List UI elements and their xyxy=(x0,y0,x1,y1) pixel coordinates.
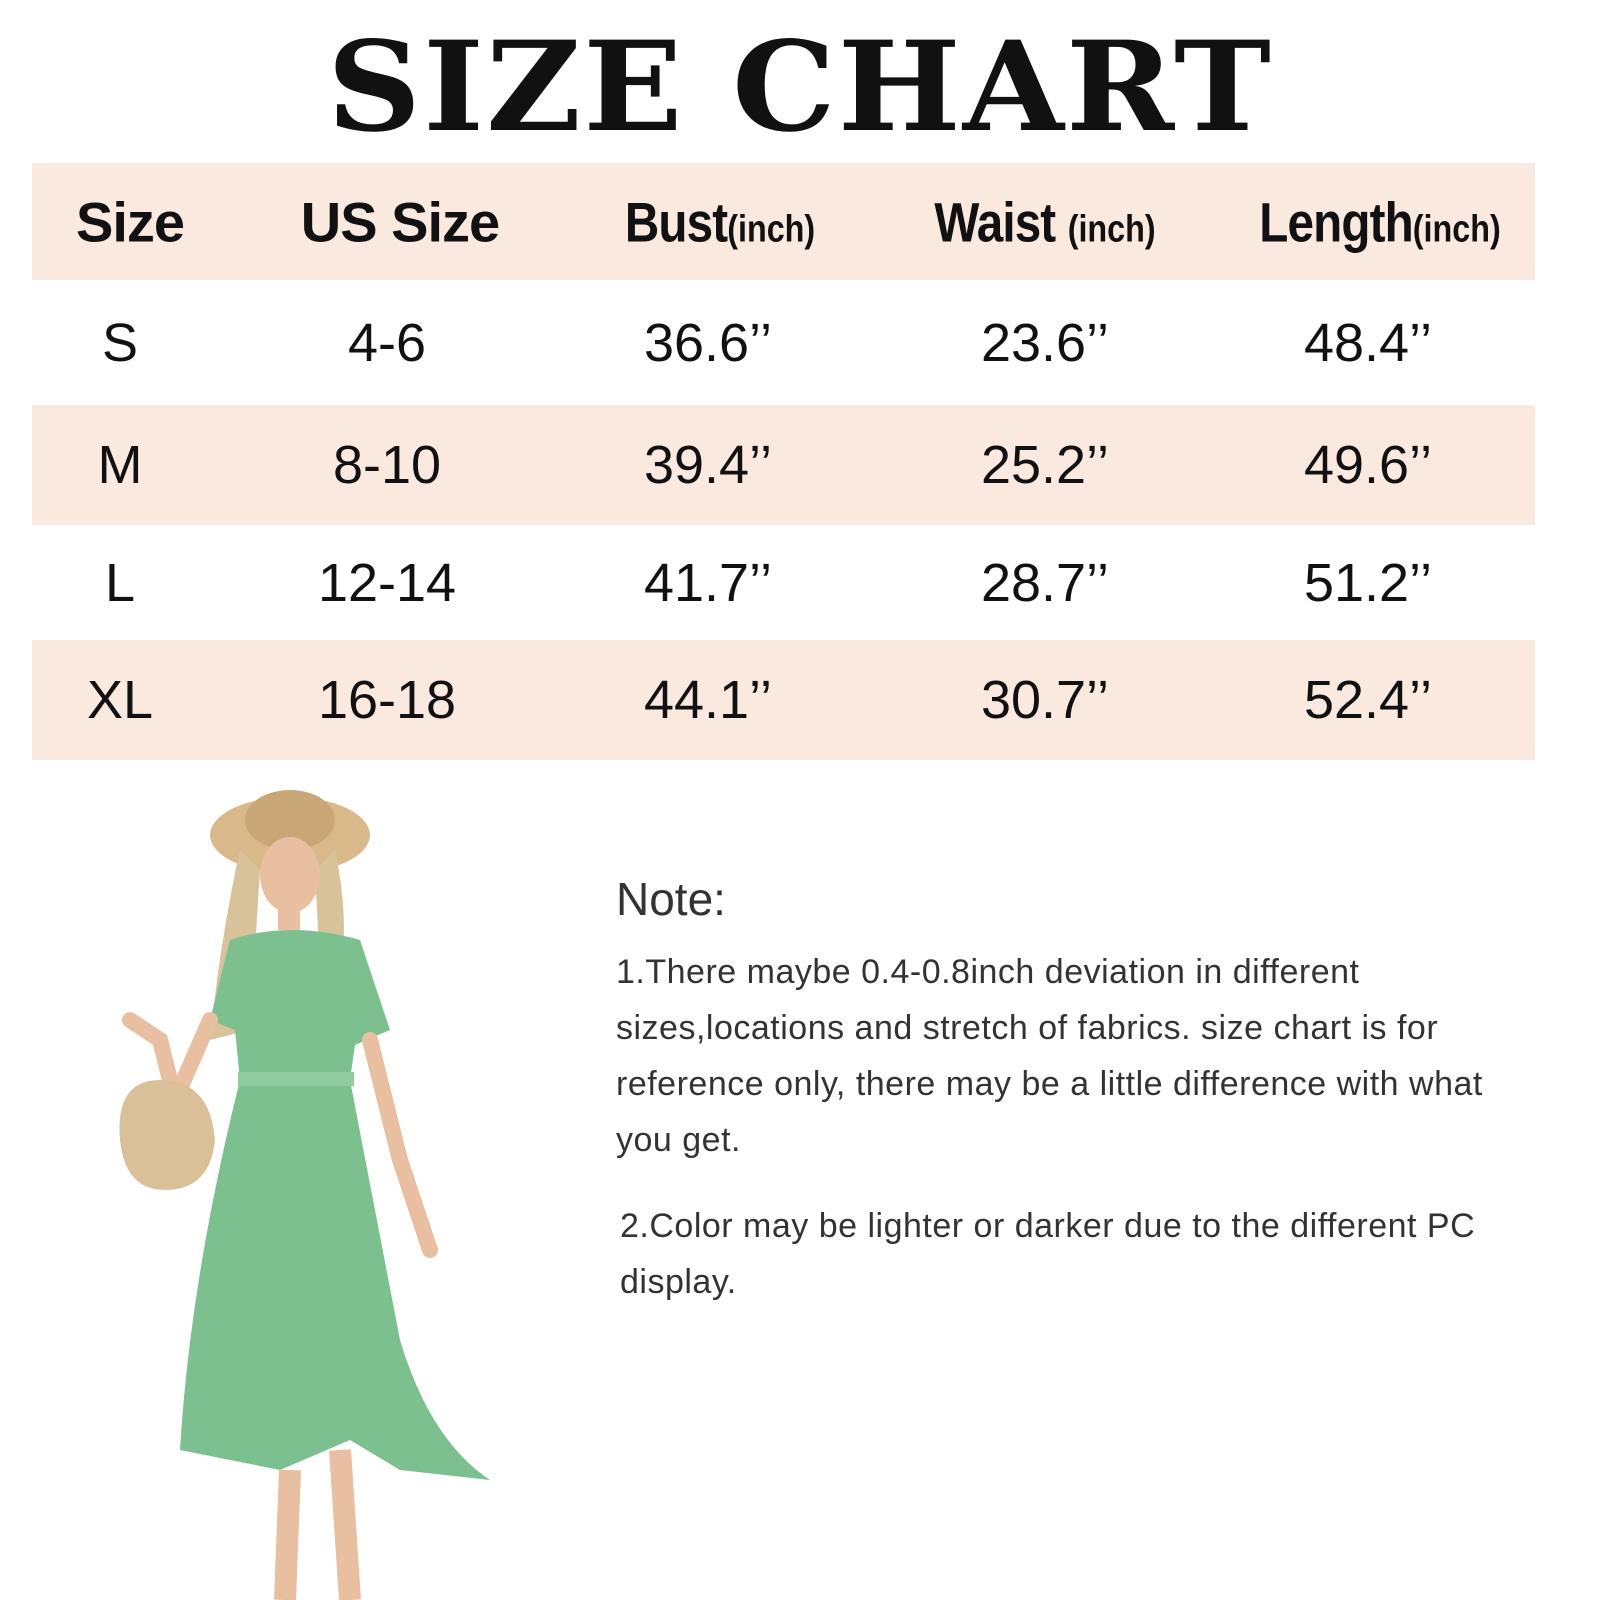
header-bust: Bust(inch) xyxy=(625,189,815,254)
arm xyxy=(122,1012,218,1125)
dress-belt xyxy=(238,1072,354,1086)
cell-length: 48.4’’ xyxy=(1303,312,1433,373)
table-header-row: Size US Size Bust(inch) Waist (inch) Len… xyxy=(32,163,1535,280)
size-table: Size US Size Bust(inch) Waist (inch) Len… xyxy=(32,163,1535,760)
header-size: Size xyxy=(75,189,185,254)
model-photo xyxy=(119,790,490,1600)
cell-size: S xyxy=(101,312,139,373)
header-us-size: US Size xyxy=(300,189,500,254)
cell-us-size: 16-18 xyxy=(317,670,457,730)
neck xyxy=(278,905,300,930)
header-label: Size xyxy=(75,190,185,253)
cell-us-size: 12-14 xyxy=(317,552,457,613)
cell-us-size: 8-10 xyxy=(332,435,442,495)
cell-bust: 39.4’’ xyxy=(643,435,773,495)
table-row: L 12-14 41.7’’ 28.7’’ 51.2’’ xyxy=(32,525,1535,640)
dress-top xyxy=(210,930,390,1080)
cell-length: 49.6’’ xyxy=(1303,435,1433,495)
cell-size: M xyxy=(97,435,143,495)
cell-waist: 23.6’’ xyxy=(980,312,1110,373)
cell-bust: 41.7’’ xyxy=(643,552,773,613)
cell-length: 52.4’’ xyxy=(1303,670,1433,730)
legs xyxy=(274,1449,361,1600)
cell-waist: 30.7’’ xyxy=(980,670,1110,730)
table-row: S 4-6 36.6’’ 23.6’’ 48.4’’ xyxy=(32,280,1535,405)
arm xyxy=(362,1032,438,1258)
header-label: Waist xyxy=(934,190,1056,253)
cell-length: 51.2’’ xyxy=(1303,552,1433,613)
table-row: M 8-10 39.4’’ 25.2’’ 49.6’’ xyxy=(32,405,1535,525)
cell-waist: 25.2’’ xyxy=(980,435,1110,495)
header-label: Bust xyxy=(624,190,728,253)
note-item-2: 2.Color may be lighter or darker due to … xyxy=(620,1207,1476,1301)
cell-size: XL xyxy=(86,670,154,730)
header-length: Length(inch) xyxy=(1259,189,1500,254)
header-unit: (inch) xyxy=(727,208,816,250)
header-label: US Size xyxy=(300,190,500,253)
straw-bag xyxy=(119,1080,215,1190)
header-unit: (inch) xyxy=(1412,208,1501,250)
cell-waist: 28.7’’ xyxy=(980,552,1110,613)
cell-bust: 36.6’’ xyxy=(643,312,773,373)
table-row: XL 16-18 44.1’’ 30.7’’ 52.4’’ xyxy=(32,640,1535,760)
note-heading: Note: xyxy=(616,873,726,925)
page-title: SIZE CHART xyxy=(326,15,1274,160)
header-label: Length xyxy=(1259,190,1413,253)
header-waist: Waist (inch) xyxy=(934,189,1155,254)
header-unit: (inch) xyxy=(1067,208,1156,250)
note-item-1: 1.There maybe 0.4-0.8inch deviation in d… xyxy=(616,953,1483,1159)
face xyxy=(260,837,320,913)
cell-bust: 44.1’’ xyxy=(643,670,773,730)
dress-skirt xyxy=(180,1080,490,1480)
hat-crown xyxy=(245,790,335,850)
cell-size: L xyxy=(104,552,136,613)
cell-us-size: 4-6 xyxy=(347,312,427,373)
